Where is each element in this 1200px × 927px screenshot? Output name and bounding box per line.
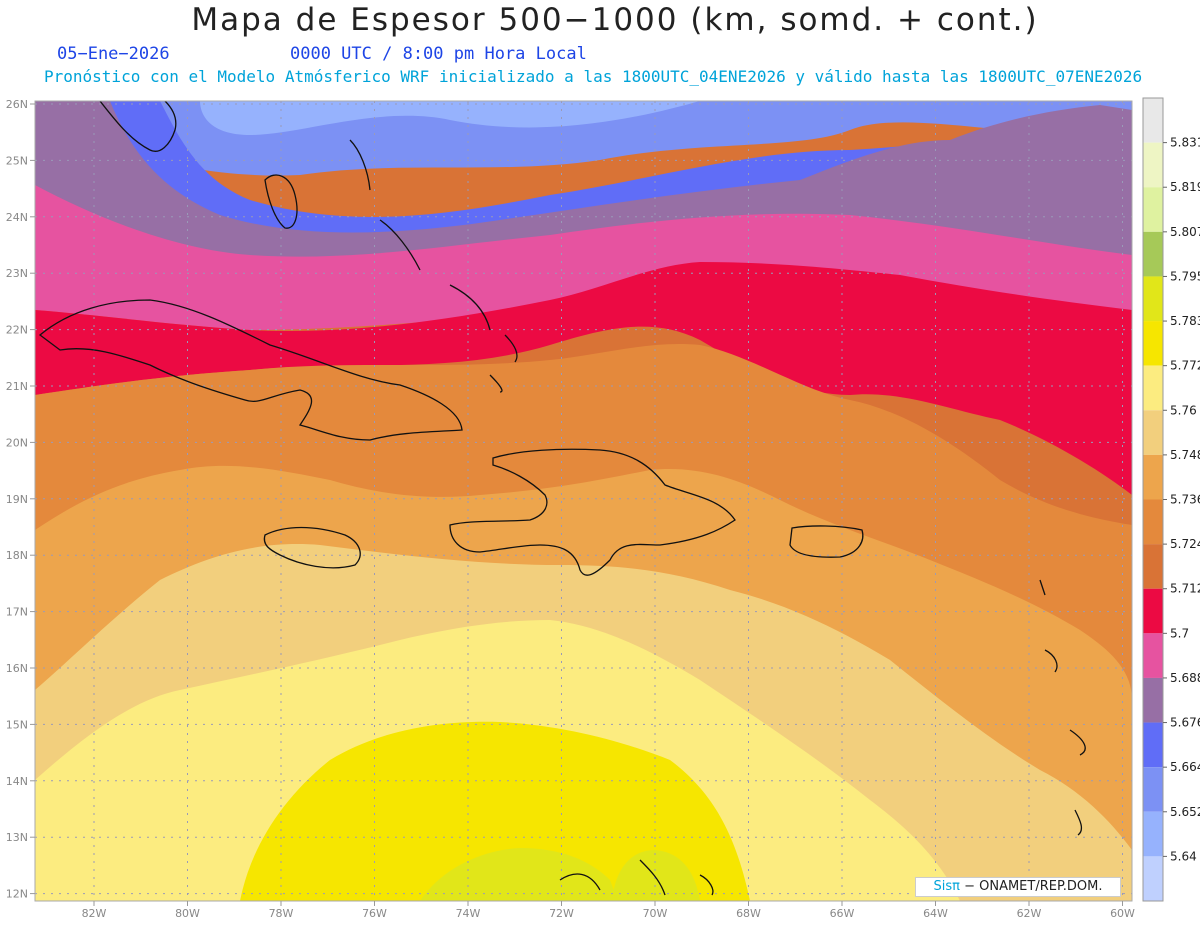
- lat-label: 19N: [6, 493, 28, 506]
- jamaica-coast: [263, 526, 361, 569]
- colorbar-swatch: [1143, 588, 1163, 634]
- colorbar-swatch: [1143, 276, 1163, 322]
- longitude-axis: 82W 80W 78W 76W 74W 72W 70W 68W 66W 64W 62W 60W: [82, 901, 1135, 920]
- colorbar-swatch: [1143, 856, 1163, 901]
- lat-label: 24N: [6, 211, 28, 224]
- lat-label: 12N: [6, 888, 28, 901]
- lesser-antilles-coast: [1039, 579, 1086, 836]
- forecast-time: 0000 UTC / 8:00 pm Hora Local: [290, 44, 587, 64]
- colorbar: 5.831 5.819 5.807 5.795 5.783 5.772 5.76 5.748 5…: [1142, 97, 1200, 902]
- colorbar-swatch: [1143, 410, 1163, 455]
- credit-text: − ONAMET/REP.DOM.: [964, 879, 1103, 894]
- lon-label: 72W: [549, 907, 574, 920]
- lon-label: 70W: [643, 907, 668, 920]
- lon-label: 62W: [1017, 907, 1042, 920]
- south-america-coast: [559, 859, 714, 896]
- lat-label: 13N: [6, 831, 28, 844]
- colorbar-label: 5.831: [1170, 136, 1200, 150]
- colorbar-label: 5.724: [1170, 537, 1200, 551]
- colorbar-label: 5.652: [1170, 805, 1200, 819]
- colorbar-swatch: [1143, 722, 1163, 768]
- colorbar-swatch: [1143, 633, 1163, 678]
- colorbar-label: 5.772: [1170, 359, 1200, 373]
- colorbar-label: 5.676: [1170, 716, 1200, 730]
- lat-label: 18N: [6, 549, 28, 562]
- forecast-date: 05−Ene−2026: [57, 44, 170, 64]
- lat-lon-grid: [35, 101, 1132, 901]
- colorbar-swatch: [1143, 767, 1163, 812]
- lon-label: 66W: [830, 907, 855, 920]
- lat-label: 25N: [6, 154, 28, 167]
- coastlines: [38, 100, 1086, 896]
- colorbar-swatch: [1143, 677, 1163, 723]
- latitude-axis: 26N 25N 24N 23N 22N 21N 20N 19N 18N 17N 16N 15N 14N 1…: [6, 98, 35, 901]
- colorbar-label: 5.795: [1170, 269, 1200, 283]
- lat-label: 14N: [6, 775, 28, 788]
- bahamas-coast: [264, 139, 518, 393]
- cuba-coast: [38, 299, 463, 441]
- lat-label: 22N: [6, 324, 28, 337]
- colorbar-swatch: [1143, 811, 1163, 857]
- lat-label: 26N: [6, 98, 28, 111]
- colorbar-label: 5.783: [1170, 314, 1200, 328]
- lon-label: 76W: [362, 907, 387, 920]
- colorbar-swatch: [1143, 98, 1163, 143]
- colorbar-swatch: [1143, 231, 1163, 277]
- lat-label: 15N: [6, 718, 28, 731]
- thickness-field: [35, 101, 1132, 901]
- forecast-description: Pronóstico con el Modelo Atmósferico WRF…: [44, 67, 1143, 86]
- colorbar-label: 5.76: [1170, 403, 1197, 417]
- credit-box: Sisπ − ONAMET/REP.DOM.: [915, 877, 1121, 897]
- map-title: Mapa de Espesor 500−1000 (km, somd. + co…: [191, 2, 1039, 38]
- colorbar-label: 5.807: [1170, 225, 1200, 239]
- colorbar-label: 5.64: [1170, 849, 1197, 863]
- colorbar-label: 5.748: [1170, 448, 1200, 462]
- hispaniola-coast: [449, 448, 736, 576]
- lat-label: 23N: [6, 267, 28, 280]
- lon-label: 78W: [269, 907, 294, 920]
- lat-label: 21N: [6, 380, 28, 393]
- colorbar-label: 5.7: [1170, 626, 1189, 640]
- colorbar-label: 5.688: [1170, 671, 1200, 685]
- puerto-rico-coast: [789, 525, 864, 558]
- colorbar-swatch: [1143, 321, 1163, 366]
- lon-label: 68W: [736, 907, 761, 920]
- map-frame: [34, 100, 1133, 902]
- lat-label: 16N: [6, 662, 28, 675]
- colorbar-swatch: [1143, 142, 1163, 188]
- credit-brand: Sisπ: [933, 879, 960, 894]
- colorbar-swatch: [1143, 454, 1163, 500]
- lon-label: 82W: [82, 907, 107, 920]
- colorbar-swatch: [1143, 187, 1163, 232]
- lat-label: 17N: [6, 606, 28, 619]
- colorbar-swatch: [1143, 499, 1163, 545]
- colorbar-label: 5.664: [1170, 760, 1200, 774]
- lat-label: 20N: [6, 436, 28, 449]
- florida-coast: [99, 100, 177, 152]
- lon-label: 64W: [923, 907, 948, 920]
- colorbar-swatch: [1143, 544, 1163, 589]
- lon-label: 80W: [175, 907, 200, 920]
- colorbar-swatch: [1143, 365, 1163, 411]
- colorbar-label: 5.819: [1170, 180, 1200, 194]
- lon-label: 60W: [1110, 907, 1135, 920]
- lon-label: 74W: [456, 907, 481, 920]
- colorbar-label: 5.736: [1170, 493, 1200, 507]
- colorbar-label: 5.712: [1170, 582, 1200, 596]
